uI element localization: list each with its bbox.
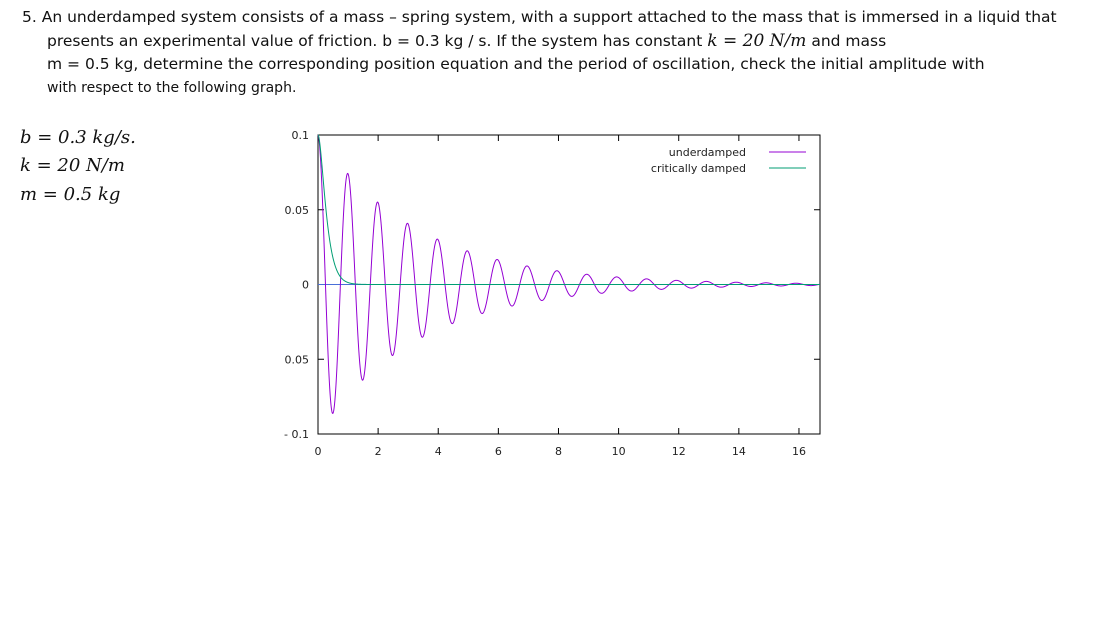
x-tick-label: 4 [435, 445, 442, 458]
problem-line-1: 5. An underdamped system consists of a m… [22, 8, 1057, 26]
given-b: b = 0.3 kg/s. [20, 127, 136, 148]
x-tick-label: 10 [612, 445, 626, 458]
problem-line-2: presents an experimental value of fricti… [22, 30, 1102, 54]
x-tick-label: 14 [732, 445, 746, 458]
y-tick-label: 0.1 [292, 129, 310, 142]
series-underdamped [317, 134, 820, 414]
legend: underdamped critically damped [651, 146, 806, 175]
problem-line-2-tail: and mass [811, 31, 887, 50]
problem-line-4: with respect to the following graph. [47, 79, 297, 96]
x-tick-label: 2 [375, 445, 382, 458]
problem-line-3: m = 0.5 kg, determine the corresponding … [47, 55, 985, 73]
given-m: m = 0.5 kg [20, 184, 121, 205]
x-tick-label: 8 [555, 445, 562, 458]
spring-constant-math: k = 20 N/m [707, 30, 807, 51]
y-tick-labels: 0.1 0.05 0 0.05 - 0.1 [284, 129, 309, 441]
x-tick-labels: 0 2 4 6 8 10 12 14 16 [315, 445, 806, 458]
legend-label: critically damped [651, 162, 746, 175]
y-tick-label: 0 [302, 279, 309, 292]
x-tick-label: 12 [672, 445, 686, 458]
y-tick-label: - 0.1 [284, 428, 309, 441]
y-tick-label: 0.05 [285, 204, 310, 217]
series-critically-damped [317, 134, 820, 285]
problem-line-2-text: presents an experimental value of fricti… [47, 31, 703, 50]
x-tick-label: 16 [792, 445, 806, 458]
x-tick-label: 0 [315, 445, 322, 458]
given-k: k = 20 N/m [20, 155, 125, 176]
y-tick-label: 0.05 [285, 353, 310, 366]
problem-statement: 5. An underdamped system consists of a m… [22, 6, 1102, 100]
x-tick-label: 6 [495, 445, 502, 458]
legend-label: underdamped [669, 146, 746, 159]
